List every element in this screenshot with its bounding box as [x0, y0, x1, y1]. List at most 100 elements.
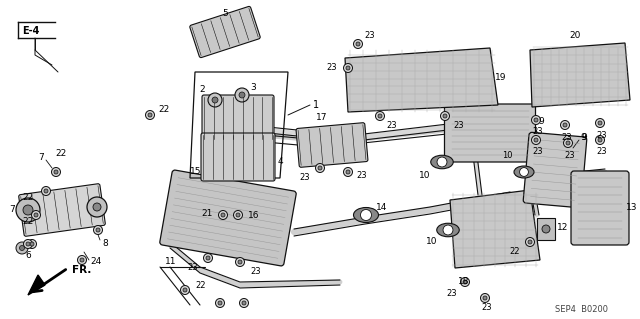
Text: 17: 17 — [316, 114, 328, 122]
Circle shape — [481, 293, 490, 302]
Circle shape — [534, 138, 538, 142]
Circle shape — [236, 213, 240, 217]
Circle shape — [598, 138, 602, 142]
FancyBboxPatch shape — [201, 133, 275, 181]
Circle shape — [542, 225, 550, 233]
Text: 7: 7 — [9, 205, 15, 214]
Circle shape — [218, 211, 227, 219]
Circle shape — [566, 141, 570, 145]
Circle shape — [563, 138, 573, 147]
Circle shape — [80, 258, 84, 262]
Text: 3: 3 — [250, 84, 256, 93]
Circle shape — [206, 256, 210, 260]
Circle shape — [216, 299, 225, 308]
Ellipse shape — [514, 166, 534, 178]
Circle shape — [344, 63, 353, 72]
Circle shape — [520, 167, 529, 176]
Text: E-4: E-4 — [22, 26, 40, 36]
Circle shape — [376, 112, 385, 121]
Text: FR.: FR. — [72, 265, 92, 275]
FancyBboxPatch shape — [571, 171, 629, 245]
Circle shape — [77, 256, 86, 264]
Text: 23: 23 — [386, 122, 397, 130]
Text: 23: 23 — [596, 130, 607, 139]
Circle shape — [563, 123, 567, 127]
Circle shape — [87, 197, 107, 217]
Circle shape — [440, 112, 449, 121]
Text: 22: 22 — [509, 248, 520, 256]
Circle shape — [208, 93, 222, 107]
Text: 21: 21 — [202, 209, 213, 218]
Circle shape — [19, 246, 24, 250]
FancyBboxPatch shape — [296, 123, 368, 167]
Circle shape — [93, 226, 102, 234]
Circle shape — [24, 240, 33, 249]
FancyBboxPatch shape — [202, 95, 274, 141]
Text: 16: 16 — [248, 211, 259, 219]
Text: 1: 1 — [313, 100, 319, 110]
FancyBboxPatch shape — [524, 132, 587, 208]
Circle shape — [238, 260, 242, 264]
Polygon shape — [345, 48, 498, 112]
Text: 23: 23 — [532, 128, 543, 137]
Text: 4: 4 — [278, 158, 284, 167]
Text: 24: 24 — [90, 257, 101, 266]
Circle shape — [316, 164, 324, 173]
Text: 20: 20 — [570, 31, 580, 40]
Text: 22: 22 — [22, 218, 33, 226]
FancyBboxPatch shape — [19, 184, 105, 236]
Circle shape — [344, 167, 353, 176]
Circle shape — [221, 213, 225, 217]
Circle shape — [239, 299, 248, 308]
Text: 23: 23 — [453, 122, 463, 130]
Circle shape — [54, 170, 58, 174]
Circle shape — [360, 210, 371, 220]
Text: 22: 22 — [55, 149, 67, 158]
Text: 11: 11 — [165, 257, 177, 266]
Circle shape — [234, 211, 243, 219]
Circle shape — [34, 213, 38, 217]
Text: 8: 8 — [102, 239, 108, 248]
Text: 10: 10 — [419, 170, 430, 180]
Text: 10: 10 — [502, 151, 513, 160]
Circle shape — [44, 189, 48, 193]
Circle shape — [437, 157, 447, 167]
FancyBboxPatch shape — [445, 104, 536, 162]
Circle shape — [42, 187, 51, 196]
Text: 9: 9 — [580, 133, 586, 143]
Circle shape — [531, 115, 541, 124]
Circle shape — [30, 242, 34, 246]
Text: 23: 23 — [482, 303, 492, 313]
Text: 22: 22 — [22, 194, 33, 203]
Circle shape — [16, 242, 28, 254]
Circle shape — [353, 40, 362, 48]
Text: 23: 23 — [364, 32, 374, 41]
Circle shape — [93, 203, 101, 211]
Text: 23: 23 — [300, 174, 310, 182]
Circle shape — [443, 225, 453, 235]
FancyBboxPatch shape — [190, 6, 260, 58]
Text: 23: 23 — [326, 63, 337, 72]
Circle shape — [145, 110, 154, 120]
Circle shape — [96, 228, 100, 232]
Polygon shape — [28, 275, 45, 295]
Circle shape — [528, 240, 532, 244]
Text: 23: 23 — [562, 132, 572, 142]
Ellipse shape — [431, 155, 453, 169]
Text: 9: 9 — [581, 133, 587, 143]
Text: 23: 23 — [250, 268, 260, 277]
Ellipse shape — [436, 223, 460, 237]
Text: SEP4  B0200: SEP4 B0200 — [555, 306, 608, 315]
Circle shape — [148, 113, 152, 117]
Circle shape — [534, 118, 538, 122]
Text: 23: 23 — [532, 147, 543, 157]
Polygon shape — [530, 43, 630, 107]
Text: 7: 7 — [38, 153, 44, 162]
Text: 23: 23 — [564, 151, 575, 160]
FancyBboxPatch shape — [160, 170, 296, 266]
Circle shape — [16, 198, 40, 222]
Text: 9: 9 — [538, 117, 544, 127]
Circle shape — [51, 167, 61, 176]
Circle shape — [561, 121, 570, 130]
Circle shape — [26, 242, 30, 246]
